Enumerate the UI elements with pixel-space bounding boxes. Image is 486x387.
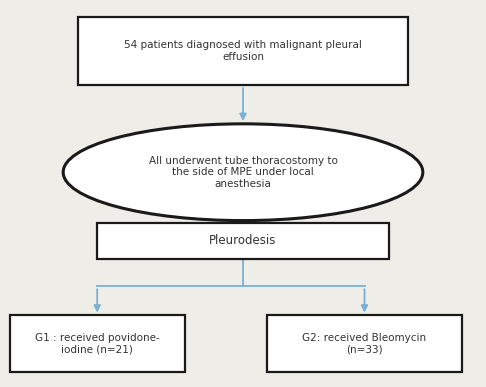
FancyBboxPatch shape bbox=[97, 223, 389, 259]
Text: 54 patients diagnosed with malignant pleural
effusion: 54 patients diagnosed with malignant ple… bbox=[124, 41, 362, 62]
FancyBboxPatch shape bbox=[10, 315, 185, 372]
Text: G2: received Bleomycin
(n=33): G2: received Bleomycin (n=33) bbox=[302, 333, 427, 354]
Text: Pleurodesis: Pleurodesis bbox=[209, 235, 277, 247]
FancyBboxPatch shape bbox=[267, 315, 462, 372]
Text: G1 : received povidone-
iodine (n=21): G1 : received povidone- iodine (n=21) bbox=[35, 333, 159, 354]
FancyBboxPatch shape bbox=[78, 17, 408, 85]
Text: All underwent tube thoracostomy to
the side of MPE under local
anesthesia: All underwent tube thoracostomy to the s… bbox=[149, 156, 337, 189]
Ellipse shape bbox=[63, 124, 423, 221]
